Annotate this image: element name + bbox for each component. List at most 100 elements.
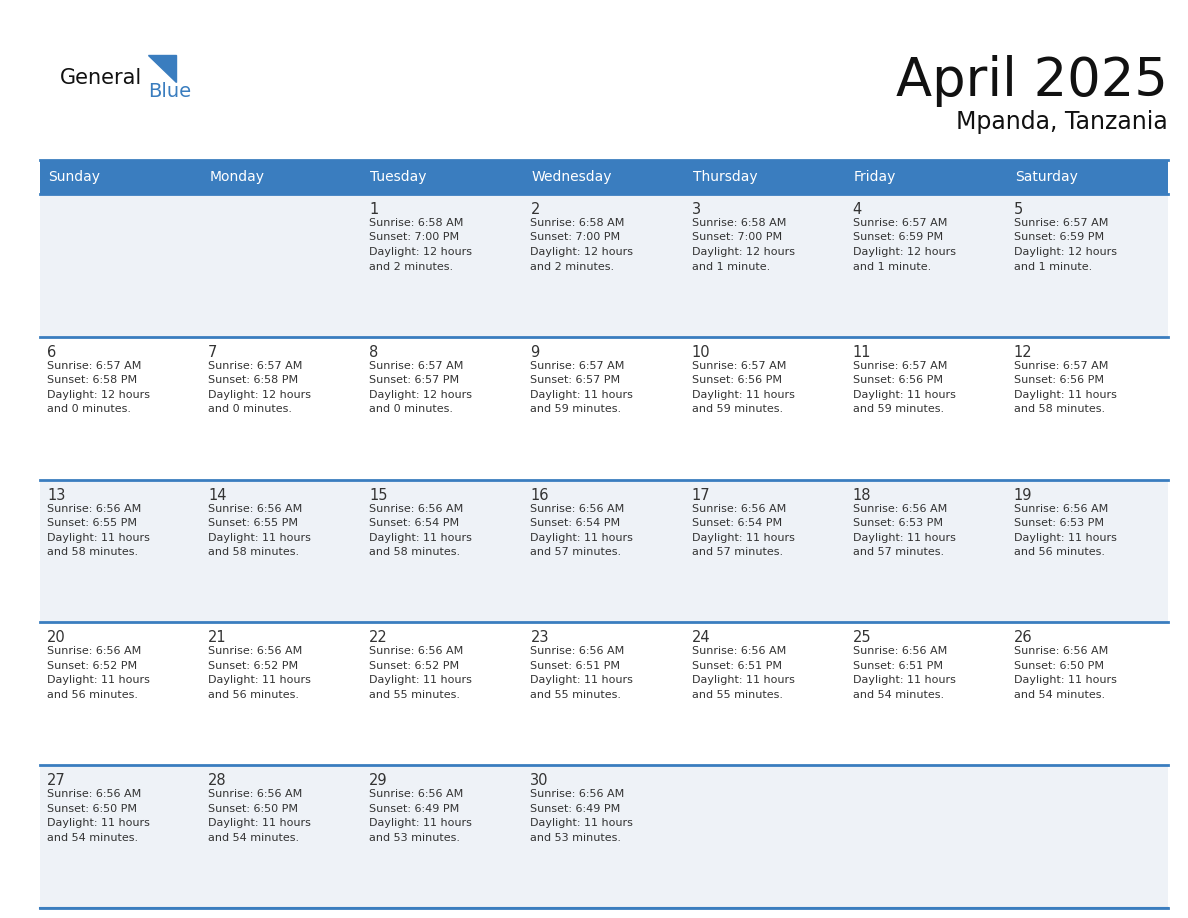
Text: Sunset: 7:00 PM: Sunset: 7:00 PM xyxy=(530,232,620,242)
Text: Sunset: 6:50 PM: Sunset: 6:50 PM xyxy=(48,803,137,813)
Bar xyxy=(846,622,1007,766)
Text: 27: 27 xyxy=(48,773,65,789)
Text: Daylight: 11 hours: Daylight: 11 hours xyxy=(208,532,311,543)
Text: 13: 13 xyxy=(48,487,65,502)
Text: 14: 14 xyxy=(208,487,227,502)
Text: 1: 1 xyxy=(369,202,379,217)
Text: and 59 minutes.: and 59 minutes. xyxy=(530,404,621,414)
Text: and 55 minutes.: and 55 minutes. xyxy=(530,690,621,700)
Text: Thursday: Thursday xyxy=(693,170,757,184)
Text: Sunrise: 6:56 AM: Sunrise: 6:56 AM xyxy=(530,789,625,800)
Text: Sunrise: 6:56 AM: Sunrise: 6:56 AM xyxy=(369,789,463,800)
Text: Monday: Monday xyxy=(209,170,264,184)
Text: Friday: Friday xyxy=(854,170,896,184)
Bar xyxy=(201,194,362,337)
Text: 18: 18 xyxy=(853,487,871,502)
Text: and 57 minutes.: and 57 minutes. xyxy=(691,547,783,557)
Bar xyxy=(684,766,846,908)
Text: Daylight: 11 hours: Daylight: 11 hours xyxy=(691,676,795,686)
Text: Sunset: 7:00 PM: Sunset: 7:00 PM xyxy=(691,232,782,242)
Bar xyxy=(1007,479,1168,622)
Bar xyxy=(362,479,524,622)
Text: and 0 minutes.: and 0 minutes. xyxy=(208,404,292,414)
Text: Sunset: 6:49 PM: Sunset: 6:49 PM xyxy=(530,803,620,813)
Text: Sunset: 6:54 PM: Sunset: 6:54 PM xyxy=(691,518,782,528)
Bar xyxy=(1007,622,1168,766)
Bar xyxy=(201,622,362,766)
Text: 6: 6 xyxy=(48,345,56,360)
Text: Wednesday: Wednesday xyxy=(531,170,612,184)
Text: 7: 7 xyxy=(208,345,217,360)
Text: 24: 24 xyxy=(691,631,710,645)
Text: Daylight: 12 hours: Daylight: 12 hours xyxy=(691,247,795,257)
Text: Sunrise: 6:56 AM: Sunrise: 6:56 AM xyxy=(530,504,625,513)
Text: Sunrise: 6:56 AM: Sunrise: 6:56 AM xyxy=(208,646,303,656)
Bar xyxy=(362,160,524,194)
Text: and 2 minutes.: and 2 minutes. xyxy=(369,262,454,272)
Text: Sunrise: 6:57 AM: Sunrise: 6:57 AM xyxy=(1013,218,1108,228)
Text: 26: 26 xyxy=(1013,631,1032,645)
Text: Sunset: 6:56 PM: Sunset: 6:56 PM xyxy=(691,375,782,386)
Text: Sunset: 6:51 PM: Sunset: 6:51 PM xyxy=(530,661,620,671)
Text: Sunrise: 6:57 AM: Sunrise: 6:57 AM xyxy=(853,361,947,371)
Bar xyxy=(362,194,524,337)
Text: Tuesday: Tuesday xyxy=(371,170,426,184)
Text: Sunset: 6:50 PM: Sunset: 6:50 PM xyxy=(1013,661,1104,671)
Text: Sunrise: 6:56 AM: Sunrise: 6:56 AM xyxy=(208,789,303,800)
Text: Daylight: 11 hours: Daylight: 11 hours xyxy=(530,818,633,828)
Text: Sunrise: 6:58 AM: Sunrise: 6:58 AM xyxy=(691,218,786,228)
Text: 17: 17 xyxy=(691,487,710,502)
Bar xyxy=(1007,160,1168,194)
Text: Daylight: 11 hours: Daylight: 11 hours xyxy=(1013,532,1117,543)
Text: 5: 5 xyxy=(1013,202,1023,217)
Text: 22: 22 xyxy=(369,631,388,645)
Text: April 2025: April 2025 xyxy=(896,55,1168,107)
Text: Sunset: 7:00 PM: Sunset: 7:00 PM xyxy=(369,232,460,242)
Text: Daylight: 11 hours: Daylight: 11 hours xyxy=(530,532,633,543)
Text: and 56 minutes.: and 56 minutes. xyxy=(208,690,299,700)
Text: 2: 2 xyxy=(530,202,539,217)
Bar xyxy=(40,479,201,622)
Text: Daylight: 11 hours: Daylight: 11 hours xyxy=(853,532,955,543)
Text: and 58 minutes.: and 58 minutes. xyxy=(1013,404,1105,414)
Bar xyxy=(524,160,684,194)
Text: Sunset: 6:55 PM: Sunset: 6:55 PM xyxy=(208,518,298,528)
Text: Sunrise: 6:58 AM: Sunrise: 6:58 AM xyxy=(369,218,463,228)
Text: 20: 20 xyxy=(48,631,65,645)
Bar xyxy=(846,337,1007,479)
Text: and 2 minutes.: and 2 minutes. xyxy=(530,262,614,272)
Bar xyxy=(40,194,201,337)
Text: Sunrise: 6:56 AM: Sunrise: 6:56 AM xyxy=(853,646,947,656)
Text: Daylight: 12 hours: Daylight: 12 hours xyxy=(1013,247,1117,257)
Text: Sunset: 6:59 PM: Sunset: 6:59 PM xyxy=(853,232,943,242)
Bar xyxy=(362,337,524,479)
Text: 4: 4 xyxy=(853,202,862,217)
Bar xyxy=(846,766,1007,908)
Text: Daylight: 11 hours: Daylight: 11 hours xyxy=(48,818,150,828)
Text: and 1 minute.: and 1 minute. xyxy=(1013,262,1092,272)
Text: and 53 minutes.: and 53 minutes. xyxy=(369,833,460,843)
Bar xyxy=(684,194,846,337)
Text: Daylight: 11 hours: Daylight: 11 hours xyxy=(853,676,955,686)
Text: and 1 minute.: and 1 minute. xyxy=(853,262,931,272)
Text: Sunrise: 6:56 AM: Sunrise: 6:56 AM xyxy=(691,504,785,513)
Text: Daylight: 12 hours: Daylight: 12 hours xyxy=(369,390,473,400)
Text: 16: 16 xyxy=(530,487,549,502)
Bar xyxy=(684,160,846,194)
Text: Daylight: 11 hours: Daylight: 11 hours xyxy=(691,390,795,400)
Text: Sunrise: 6:57 AM: Sunrise: 6:57 AM xyxy=(853,218,947,228)
Bar xyxy=(524,766,684,908)
Text: Daylight: 11 hours: Daylight: 11 hours xyxy=(853,390,955,400)
Bar xyxy=(201,337,362,479)
Text: and 58 minutes.: and 58 minutes. xyxy=(48,547,138,557)
Text: 30: 30 xyxy=(530,773,549,789)
Text: and 53 minutes.: and 53 minutes. xyxy=(530,833,621,843)
Text: Daylight: 11 hours: Daylight: 11 hours xyxy=(1013,390,1117,400)
Bar xyxy=(201,766,362,908)
Bar xyxy=(201,160,362,194)
Text: Sunset: 6:56 PM: Sunset: 6:56 PM xyxy=(1013,375,1104,386)
Bar xyxy=(846,479,1007,622)
Text: and 0 minutes.: and 0 minutes. xyxy=(369,404,454,414)
Text: Sunset: 6:52 PM: Sunset: 6:52 PM xyxy=(48,661,137,671)
Text: and 58 minutes.: and 58 minutes. xyxy=(369,547,461,557)
